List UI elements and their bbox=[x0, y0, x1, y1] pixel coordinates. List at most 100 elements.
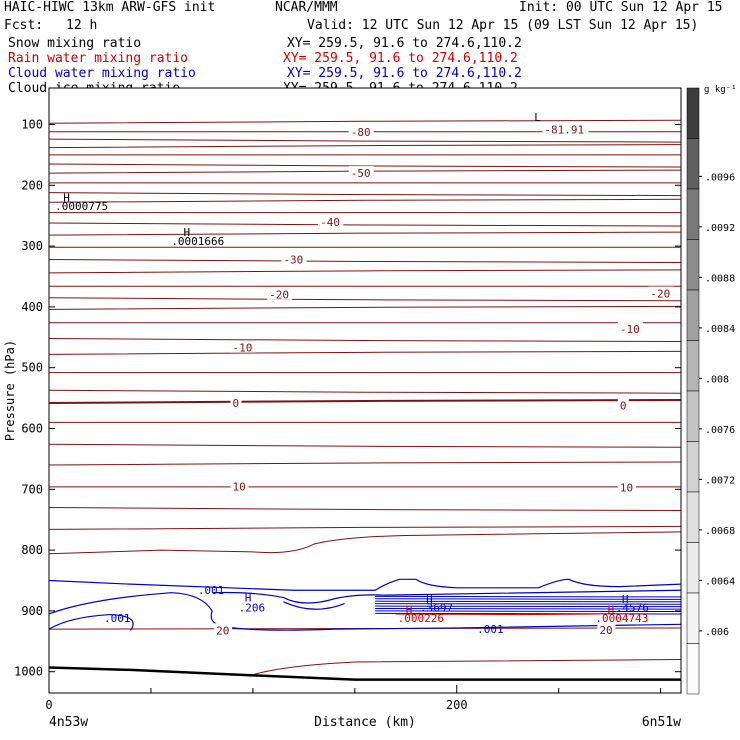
isotherm-label: -30 bbox=[283, 253, 303, 266]
colorbar-segment bbox=[686, 491, 700, 543]
extremum-label: .000226 bbox=[398, 612, 444, 625]
isotherm-label: -81.91 bbox=[544, 123, 584, 136]
isotherm-label: 10 bbox=[232, 480, 245, 493]
cloud-water-contour bbox=[375, 612, 681, 615]
forecast-label: Fcst: bbox=[4, 18, 44, 33]
y-tick-label: 900 bbox=[21, 604, 43, 618]
colorbar-segment bbox=[686, 542, 700, 594]
cloud-water-contour bbox=[212, 589, 682, 604]
isotherm-label-bg bbox=[230, 395, 242, 408]
isotherm-label: -10 bbox=[232, 342, 252, 355]
colorbar-segment bbox=[686, 643, 700, 695]
colorbar-segment bbox=[686, 138, 700, 190]
cloud-water-contour bbox=[48, 578, 682, 591]
isotherm-label: 20 bbox=[599, 624, 612, 637]
isotherm bbox=[48, 525, 682, 530]
colorbar-label: .0092 bbox=[705, 223, 735, 234]
cloud-water-contour bbox=[48, 592, 682, 631]
isotherm bbox=[48, 119, 682, 124]
extremum-label: H bbox=[406, 604, 413, 617]
isotherm bbox=[48, 305, 682, 310]
colorbar-label: .008 bbox=[705, 374, 729, 385]
extremum-label: H bbox=[63, 191, 70, 204]
x-tick-label: 200 bbox=[446, 698, 468, 712]
colorbar-segment bbox=[686, 390, 700, 442]
isotherm-label: 0 bbox=[232, 397, 239, 410]
cloud-water-contour bbox=[375, 605, 681, 608]
y-tick-label: 1000 bbox=[14, 665, 43, 679]
extremum-label: .001 bbox=[477, 623, 504, 636]
isotherm bbox=[48, 338, 682, 343]
isotherm-label: -10 bbox=[620, 323, 640, 336]
legend-cloud-water-xy: XY= 259.5, 91.6 to 274.6,110.2 bbox=[287, 66, 522, 81]
isotherm bbox=[48, 258, 682, 263]
colorbar-label: .0088 bbox=[705, 273, 735, 284]
isotherm-label-bg bbox=[648, 286, 674, 299]
isotherm bbox=[48, 269, 682, 274]
colorbar-label: .0096 bbox=[705, 172, 735, 183]
isotherm-label-bg bbox=[617, 321, 643, 334]
y-axis-title: Pressure (hPa) bbox=[3, 340, 17, 441]
forecast-hours: 12 h bbox=[66, 18, 98, 33]
colorbar-label: .0072 bbox=[705, 475, 735, 486]
plot-title: HAIC-HIWC 13km ARW-GFS init bbox=[4, 0, 216, 15]
colorbar-label: .0064 bbox=[705, 576, 735, 587]
isotherm bbox=[48, 398, 682, 404]
colorbar-segment bbox=[686, 188, 700, 240]
legend-snow-xy: XY= 259.5, 91.6 to 274.6,110.2 bbox=[287, 36, 522, 51]
legend-rain-xy: XY= 259.5, 91.6 to 274.6,110.2 bbox=[283, 51, 518, 66]
cloud-water-contour bbox=[375, 603, 681, 605]
x-endpoint-left: 4n53w bbox=[49, 715, 88, 730]
cloud-water-contour bbox=[375, 595, 681, 598]
extremum-label: H bbox=[622, 593, 629, 606]
extremum-label: H bbox=[608, 604, 615, 617]
extremum-label: .001 bbox=[198, 584, 225, 597]
init-time: Init: 00 UTC Sun 12 Apr 15 bbox=[519, 0, 723, 15]
rain-water-contour bbox=[395, 613, 600, 616]
y-tick-label: 300 bbox=[21, 239, 43, 253]
extremum-label: H bbox=[184, 226, 191, 239]
isotherm bbox=[48, 297, 682, 302]
isotherm-label-bg bbox=[597, 622, 616, 635]
isotherm-label: 20 bbox=[216, 624, 229, 637]
isotherm-label: 10 bbox=[620, 481, 633, 494]
colorbar-label: .0068 bbox=[705, 526, 735, 537]
valid-time: Valid: 12 UTC Sun 12 Apr 15 (09 LST Sun … bbox=[307, 18, 699, 33]
isotherm bbox=[48, 531, 682, 555]
isotherm-label-bg bbox=[214, 623, 233, 636]
isotherm-label-bg bbox=[267, 287, 293, 300]
org-label: NCAR/MMM bbox=[275, 0, 338, 15]
isotherm-label-bg bbox=[348, 166, 374, 179]
isotherm bbox=[48, 222, 682, 227]
cloud-water-contour bbox=[375, 607, 681, 610]
isotherm-label-bg bbox=[230, 479, 249, 492]
isotherm bbox=[48, 192, 682, 197]
isotherm bbox=[48, 231, 682, 236]
isotherm-label-bg bbox=[281, 252, 307, 265]
legend-cloud-water: Cloud water mixing ratio bbox=[8, 66, 196, 81]
isotherm-label-bg bbox=[318, 214, 344, 227]
extremum-label: .0000775 bbox=[55, 200, 108, 213]
isotherm-label: -20 bbox=[650, 288, 670, 301]
extremum-label: L bbox=[534, 111, 541, 124]
x-axis-title: Distance (km) bbox=[314, 715, 416, 730]
isotherm bbox=[48, 138, 682, 143]
colorbar-segment bbox=[686, 87, 700, 139]
y-tick-label: 700 bbox=[21, 482, 43, 496]
isotherm bbox=[48, 461, 682, 466]
x-endpoint-right: 6n51w bbox=[642, 715, 681, 730]
terrain-line bbox=[48, 666, 681, 681]
colorbar-segment bbox=[686, 592, 700, 644]
cloud-water-contour bbox=[283, 601, 345, 610]
isotherm-label: -50 bbox=[351, 167, 371, 180]
cloud-water-contour bbox=[375, 598, 681, 600]
legend-snow: Snow mixing ratio bbox=[8, 36, 142, 51]
isotherm-label-bg bbox=[348, 124, 374, 137]
isotherm bbox=[252, 659, 682, 676]
cloud-water-contour bbox=[48, 613, 134, 631]
colorbar-unit: g kg⁻¹ bbox=[704, 85, 737, 95]
isotherm-label-bg bbox=[617, 480, 636, 493]
colorbar-segment bbox=[686, 441, 700, 493]
extremum-label: H bbox=[245, 592, 252, 605]
